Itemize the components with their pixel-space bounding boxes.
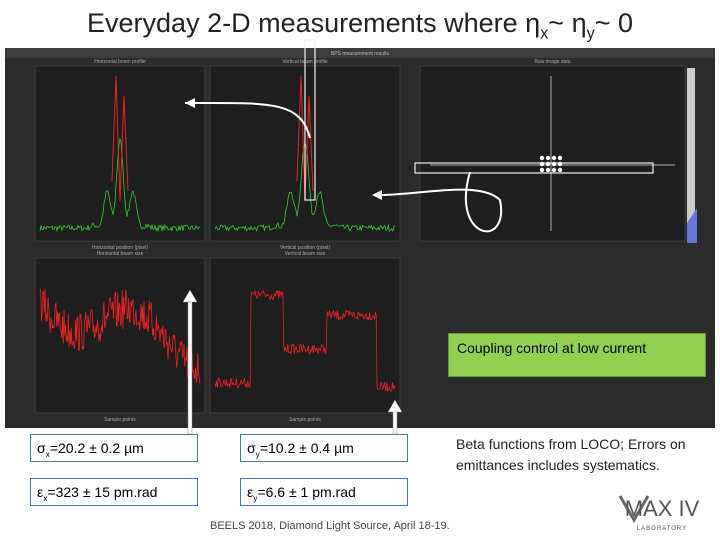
value-text: =20.2 ± 0.2 µm [49, 440, 144, 456]
slide-title: Everyday 2-D measurements where ηx~ ηy~ … [0, 8, 720, 43]
result-box: σy=10.2 ± 0.4 µm [240, 434, 408, 462]
image-spot [557, 155, 563, 161]
size-trace [39, 288, 201, 385]
panel-x-label: Sample points [104, 417, 136, 423]
subscript: x [45, 448, 50, 459]
symbol: σ [37, 440, 46, 456]
histogram [687, 208, 697, 243]
panel-x-label: Horizontal position (pixel) [92, 245, 148, 251]
value-text: =10.2 ± 0.4 µm [259, 440, 354, 456]
title-text: Everyday 2-D measurements where η [87, 8, 541, 38]
result-box: εy=6.6 ± 1 pm.rad [240, 478, 408, 506]
subscript: y [253, 492, 258, 503]
logo-tagline: LABORATORY [637, 526, 687, 532]
value-text: =6.6 ± 1 pm.rad [257, 484, 356, 500]
panel-title: Horizontal beam profile [94, 59, 146, 65]
title-sub: x [540, 24, 549, 43]
profile-trace [39, 138, 201, 233]
panel [419, 65, 686, 242]
result-box: σx=20.2 ± 0.2 µm [30, 434, 198, 462]
fit-trace [296, 75, 314, 202]
footer: BEELS 2018, Diamond Light Source, April … [210, 520, 450, 532]
title-sub: y [586, 24, 595, 43]
fit-trace [111, 75, 129, 202]
image-streak [550, 76, 552, 231]
result-box: εx=323 ± 15 pm.rad [30, 478, 198, 506]
title-text: ~ η [548, 8, 587, 38]
symbol: σ [247, 440, 256, 456]
size-trace [214, 289, 396, 392]
image-spot [545, 155, 551, 161]
image-spot [551, 155, 557, 161]
color-bar [687, 68, 695, 243]
panel-x-label: Vertical position (pixel) [280, 245, 330, 251]
panel [209, 257, 401, 414]
image-spot [539, 167, 545, 173]
callout: Coupling control at low current [448, 333, 706, 377]
value-text: =323 ± 15 pm.rad [47, 484, 158, 500]
symbol: ε [37, 484, 44, 500]
logo-name: MAX IV [625, 496, 700, 521]
note: Beta functions from LOCO; Errors on emit… [456, 436, 686, 473]
symbol: ε [247, 484, 254, 500]
panel-title: Vertical beam size [285, 251, 326, 257]
panel-x-label: Sample points [289, 417, 321, 423]
image-spot [545, 167, 551, 173]
subscript: x [43, 492, 48, 503]
subscript: y [255, 448, 260, 459]
panel-title: Raw image data [534, 59, 570, 65]
window-title: BPS measurement results [331, 51, 390, 57]
image-spot [539, 155, 545, 161]
panel [34, 65, 206, 242]
title-text: ~ 0 [594, 8, 633, 38]
image-spot [551, 167, 557, 173]
panel-title: Horizontal beam size [97, 251, 144, 257]
image-spot [557, 167, 563, 173]
logo: MAX IV LABORATORY [618, 495, 700, 532]
